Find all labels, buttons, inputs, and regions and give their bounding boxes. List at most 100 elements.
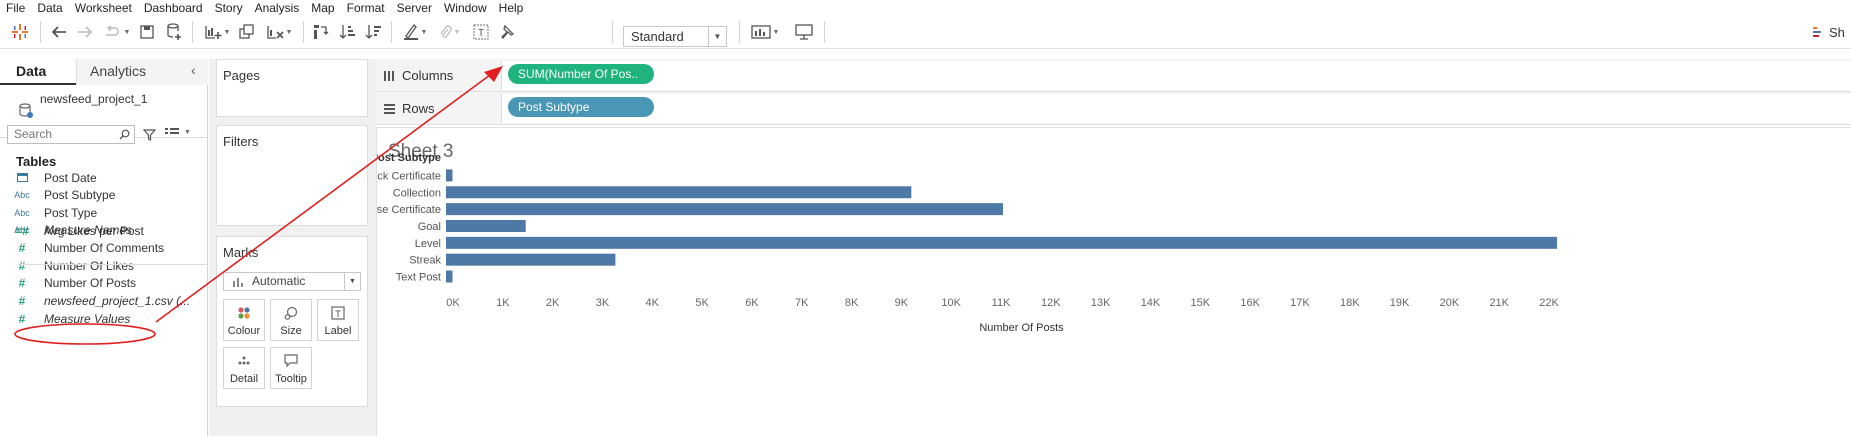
category-label: Streak	[409, 255, 441, 267]
x-tick-label: 15K	[1191, 297, 1211, 309]
menu-story[interactable]: Story	[214, 0, 243, 15]
mark-type-dropdown[interactable]: Automatic ▼	[223, 272, 361, 291]
duplicate-sheet-icon[interactable]	[236, 21, 258, 43]
x-tick-label: 7K	[795, 297, 809, 309]
undo-icon[interactable]	[48, 21, 70, 43]
field-label: Post Subtype	[44, 188, 116, 203]
replay-icon[interactable]: ▼	[100, 21, 134, 43]
menu-file[interactable]: File	[6, 0, 26, 15]
menu-worksheet[interactable]: Worksheet	[74, 0, 132, 15]
tooltip-icon	[284, 354, 298, 368]
menu-dashboard[interactable]: Dashboard	[143, 0, 203, 15]
x-tick-label: 8K	[845, 297, 859, 309]
x-tick-label: 11K	[992, 297, 1011, 309]
x-tick-label: 4K	[646, 297, 660, 309]
rows-drop-zone[interactable]: Post Subtype	[501, 94, 1851, 123]
size-button[interactable]: Size	[270, 299, 312, 341]
x-tick-label: 9K	[895, 297, 909, 309]
field-post-subtype[interactable]: Abc Post Subtype	[0, 185, 207, 206]
row-header: Post Subtype	[377, 152, 441, 164]
field-number-of-comments[interactable]: # Number Of Comments	[0, 238, 207, 259]
mark-type-value: Automatic	[252, 274, 306, 288]
detail-button[interactable]: Detail	[223, 347, 265, 389]
menu-help[interactable]: Help	[498, 0, 524, 15]
field-label: Number Of Likes	[44, 258, 135, 273]
tableau-logo-icon[interactable]	[8, 21, 32, 43]
show-me-label: Sh	[1829, 24, 1845, 40]
bar	[446, 270, 453, 283]
new-datasource-icon[interactable]	[163, 21, 185, 43]
columns-label: Columns	[402, 68, 454, 83]
field-avg-likes-per-post[interactable]: =# Avg Likes per Post	[0, 220, 207, 241]
menu-server[interactable]: Server	[396, 0, 432, 15]
list-view-icon	[165, 128, 179, 134]
worksheet-view: Sheet 3 Post SubtypeCareer Track Certifi…	[376, 127, 1851, 436]
field-post-type[interactable]: Abc Post Type	[0, 202, 207, 223]
x-tick-label: 12K	[1041, 297, 1061, 309]
view-options-button[interactable]: ▼	[165, 127, 191, 137]
sort-ascending-icon[interactable]	[336, 21, 358, 43]
menu-analysis[interactable]: Analysis	[254, 0, 300, 15]
pages-card[interactable]: Pages	[216, 59, 368, 117]
bar	[446, 186, 912, 199]
colour-label: Colour	[227, 325, 261, 337]
tables-heading: Tables	[16, 154, 57, 169]
tab-data[interactable]: Data	[0, 59, 76, 85]
columns-icon	[384, 71, 394, 81]
filter-icon[interactable]	[143, 129, 156, 141]
field-measure-names[interactable]: Abc Measure Names	[0, 220, 207, 241]
clear-sheet-icon[interactable]: ▼	[262, 21, 296, 43]
field-label: Number Of Posts	[44, 276, 137, 291]
label-button[interactable]: T Label	[317, 299, 359, 341]
tooltip-button[interactable]: Tooltip	[270, 347, 312, 389]
data-pane: Data Analytics ‹ newsfeed_project_1 ▼ Ta…	[0, 59, 208, 436]
collapse-pane-icon[interactable]: ‹	[191, 62, 196, 78]
bar-chart: Post Subtype Career Track Certificate Coll…	[377, 152, 1560, 334]
bar	[446, 253, 616, 266]
search-field[interactable]	[7, 125, 135, 144]
field-number-of-likes[interactable]: # Number Of Likes	[0, 255, 207, 276]
x-tick-label: 19K	[1390, 297, 1410, 309]
field-label: Number Of Comments	[44, 241, 165, 256]
filters-card[interactable]: Filters	[216, 125, 368, 226]
swap-rows-columns-icon[interactable]	[310, 21, 332, 43]
redo-icon[interactable]	[74, 21, 96, 43]
pages-card-title: Pages	[223, 68, 260, 83]
svg-text:T: T	[478, 28, 484, 39]
menu-data[interactable]: Data	[37, 0, 63, 15]
menu-map[interactable]: Map	[311, 0, 335, 15]
group-members-icon[interactable]: ▼	[434, 21, 464, 43]
field-post-date[interactable]: Post Date	[0, 167, 207, 188]
fit-dropdown[interactable]: Standard ▼	[623, 26, 727, 47]
search-input[interactable]	[14, 127, 114, 141]
field-measure-values[interactable]: # Measure Values	[0, 308, 207, 329]
x-tick-label: 18K	[1340, 297, 1360, 309]
menu-format[interactable]: Format	[346, 0, 385, 15]
columns-drop-zone[interactable]: SUM(Number Of Pos..	[501, 61, 1851, 90]
field-newsfeed-project-1-csv[interactable]: # newsfeed_project_1.csv (...	[0, 290, 207, 311]
x-tick-label: 16K	[1240, 297, 1260, 309]
highlight-icon[interactable]: ▼	[398, 21, 432, 43]
save-icon[interactable]	[137, 21, 157, 43]
presentation-mode-icon[interactable]	[792, 21, 816, 43]
sort-descending-icon[interactable]	[362, 21, 384, 43]
field-number-of-posts[interactable]: # Number Of Posts	[0, 273, 207, 294]
fix-axes-pin-icon[interactable]	[496, 21, 518, 43]
category-label: Collection	[393, 187, 441, 199]
tab-analytics[interactable]: Analytics	[76, 59, 208, 85]
new-worksheet-icon[interactable]: ▼	[200, 21, 234, 43]
x-axis-title: Number Of Posts	[979, 322, 1064, 334]
measure-icon: #	[18, 311, 26, 326]
columns-pill[interactable]: SUM(Number Of Pos..	[508, 64, 654, 84]
dimension-measure-divider	[20, 264, 208, 265]
rows-icon	[384, 104, 395, 114]
bar	[446, 236, 1557, 249]
rows-pill[interactable]: Post Subtype	[508, 97, 654, 117]
show-mark-labels-icon[interactable]: T	[470, 21, 492, 43]
x-tick-label: 17K	[1290, 297, 1310, 309]
menu-window[interactable]: Window	[443, 0, 487, 15]
colour-button[interactable]: Colour	[223, 299, 265, 341]
show-me-button[interactable]: Sh	[1812, 21, 1851, 43]
show-cards-icon[interactable]: ▼	[746, 21, 784, 43]
x-tick-label: 6K	[745, 297, 759, 309]
